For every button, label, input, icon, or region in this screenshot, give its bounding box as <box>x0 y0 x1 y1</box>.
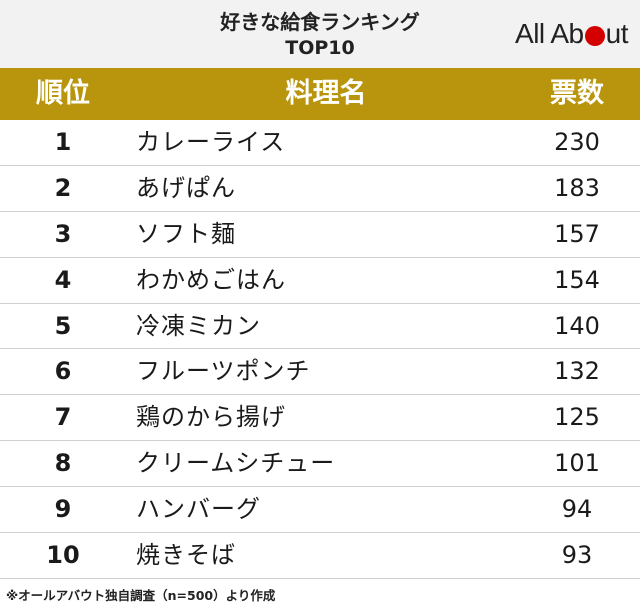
header-dish: 料理名 <box>285 78 367 109</box>
page-subtitle: TOP10 <box>285 37 355 59</box>
dish-cell: クリームシチュー <box>136 449 336 478</box>
table-row: 9 ハンバーグ 94 <box>0 487 640 534</box>
table-row: 10 焼きそば 93 <box>0 533 640 579</box>
rank-cell: 5 <box>54 311 72 340</box>
votes-cell: 140 <box>554 311 600 340</box>
dish-cell: ハンバーグ <box>136 495 261 524</box>
votes-cell: 183 <box>554 173 600 202</box>
rank-cell: 9 <box>54 495 72 524</box>
votes-cell: 93 <box>561 541 593 570</box>
dish-cell: フルーツポンチ <box>136 357 311 386</box>
rank-cell: 3 <box>54 219 72 248</box>
source-footnote: ※オールアバウト独自調査（n=500）より作成 <box>6 588 276 603</box>
rank-cell: 1 <box>54 128 72 156</box>
rank-cell: 2 <box>54 173 72 202</box>
votes-cell: 230 <box>554 128 600 156</box>
votes-cell: 101 <box>554 449 600 478</box>
table-row: 6 フルーツポンチ 132 <box>0 349 640 396</box>
dish-cell: 鶏のから揚げ <box>136 403 286 432</box>
page-title: 好きな給食ランキング <box>220 10 420 34</box>
rank-cell: 6 <box>54 357 72 386</box>
table-row: 8 クリームシチュー 101 <box>0 441 640 488</box>
dish-cell: わかめごはん <box>136 265 286 294</box>
votes-cell: 125 <box>554 403 600 432</box>
table-row: 2 あげぱん 183 <box>0 166 640 212</box>
votes-cell: 157 <box>554 219 600 248</box>
table-row: 4 わかめごはん 154 <box>0 258 640 304</box>
header-votes: 票数 <box>550 78 604 109</box>
table-row: 3 ソフト麺 157 <box>0 212 640 258</box>
title-area: 好きな給食ランキング TOP10 All Ab ut <box>0 0 640 68</box>
logo-text-part1: All Ab <box>515 18 584 49</box>
rank-cell: 4 <box>54 265 72 294</box>
table-row: 7 鶏のから揚げ 125 <box>0 395 640 442</box>
table-row: 1 カレーライス 230 <box>0 120 640 166</box>
header-rank: 順位 <box>36 78 90 109</box>
ranking-table-body: 1 カレーライス 230 2 あげぱん 183 3 ソフト麺 157 4 わかめ… <box>0 120 640 579</box>
votes-cell: 154 <box>554 265 600 294</box>
dish-cell: カレーライス <box>136 128 286 156</box>
rank-cell: 8 <box>54 449 72 478</box>
dish-cell: 冷凍ミカン <box>136 311 261 340</box>
dish-cell: 焼きそば <box>136 541 236 570</box>
logo-text-part2: ut <box>605 18 629 49</box>
votes-cell: 94 <box>561 495 593 524</box>
dish-cell: ソフト麺 <box>136 219 236 248</box>
logo-red-dot-icon <box>584 26 605 46</box>
rank-cell: 10 <box>46 541 80 570</box>
rank-cell: 7 <box>54 403 72 432</box>
table-row: 5 冷凍ミカン 140 <box>0 304 640 350</box>
dish-cell: あげぱん <box>136 173 236 202</box>
votes-cell: 132 <box>554 357 600 386</box>
table-header: 順位 料理名 票数 <box>0 68 640 120</box>
allabout-logo: All Ab ut <box>515 18 628 50</box>
